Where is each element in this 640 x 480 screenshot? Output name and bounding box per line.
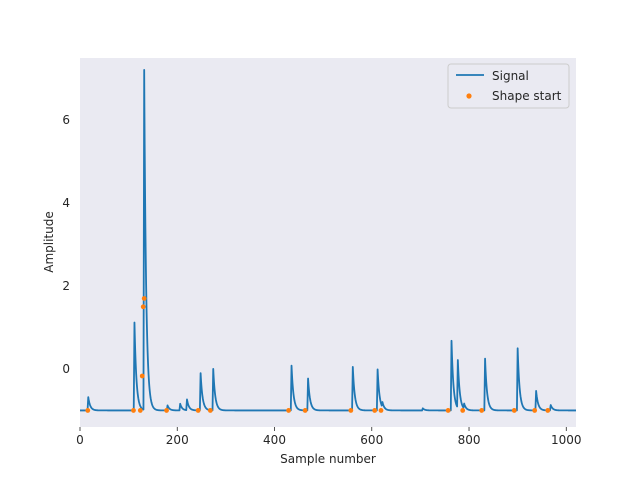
shape-start-point bbox=[445, 408, 451, 413]
signal-line bbox=[79, 68, 577, 412]
shape-start-point bbox=[195, 408, 201, 413]
shape-start-point bbox=[207, 408, 213, 413]
y-axis-label: Amplitude bbox=[42, 211, 56, 273]
shape-start-point bbox=[164, 408, 169, 413]
shape-start-point bbox=[532, 408, 538, 413]
shape-start-point bbox=[141, 296, 147, 301]
shape-start-point bbox=[85, 408, 91, 413]
shape-start-point bbox=[479, 408, 485, 413]
y-tick-label: 0 bbox=[62, 362, 70, 376]
shape-start-point bbox=[378, 408, 384, 413]
x-tick-label: 200 bbox=[166, 433, 189, 447]
x-tick-label: 600 bbox=[360, 433, 383, 447]
shape-start-point bbox=[302, 408, 308, 413]
shape-start-point bbox=[139, 373, 145, 379]
shape-start-point bbox=[460, 408, 466, 413]
y-tick-label: 6 bbox=[62, 113, 70, 127]
shape-start-point bbox=[140, 304, 146, 310]
shape-start-point bbox=[286, 408, 292, 413]
x-axis-label: Sample number bbox=[280, 452, 376, 466]
legend: Signal Shape start bbox=[447, 63, 570, 109]
x-tick-label: 1000 bbox=[551, 433, 582, 447]
plot-area bbox=[79, 68, 577, 413]
y-axis: 0 2 4 6 bbox=[62, 113, 70, 376]
shape-start-point bbox=[131, 408, 136, 413]
shape-start-point bbox=[137, 408, 143, 413]
x-tick-label: 800 bbox=[458, 433, 481, 447]
x-tick-label: 0 bbox=[76, 433, 84, 447]
shape-start-point bbox=[545, 408, 551, 413]
shape-start-point bbox=[511, 408, 517, 413]
plot-background bbox=[80, 58, 576, 427]
y-tick-label: 2 bbox=[62, 279, 70, 293]
legend-shape-start-label: Shape start bbox=[492, 89, 562, 103]
x-tick-label: 400 bbox=[263, 433, 286, 447]
x-axis: 0 200 400 600 800 1000 bbox=[76, 427, 582, 447]
shape-start-point bbox=[372, 408, 378, 413]
legend-signal-label: Signal bbox=[492, 69, 529, 83]
shape-start-point bbox=[348, 408, 354, 413]
legend-shape-start-swatch bbox=[466, 93, 472, 99]
y-tick-label: 4 bbox=[62, 196, 70, 210]
